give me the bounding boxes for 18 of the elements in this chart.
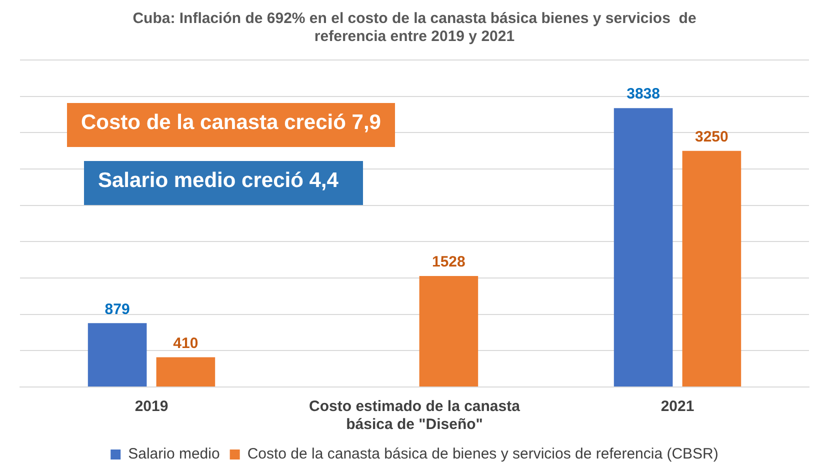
x-tick-label: 2021: [660, 398, 694, 416]
annotation: Costo de la canasta creció 7,9: [67, 103, 395, 147]
bar: [614, 108, 673, 386]
data-label: 1528: [432, 254, 466, 271]
data-label: 410: [173, 334, 198, 352]
bar: [156, 357, 216, 386]
annotation: Salario medio creció 4,4: [84, 161, 363, 205]
chart-title: Cuba: Inflación de 692% en el costo de la canasta básica bienes y servicios de referencia entre 2019 y 2021: [132, 10, 696, 46]
bar: [682, 150, 742, 386]
data-label: 3838: [626, 86, 660, 103]
x-tick-label: 2019: [134, 398, 168, 416]
bar: [88, 323, 147, 386]
data-label: 3250: [695, 128, 728, 146]
bar: [419, 276, 478, 386]
x-tick-label: Costo estimado de la canasta básica de "Diseño": [309, 398, 521, 434]
legend-label: Costo de la canasta básica de bienes y servicios de referencia (CBSR): [247, 446, 718, 463]
legend-label: Salario medio: [128, 446, 220, 463]
data-label: 879: [104, 300, 130, 318]
